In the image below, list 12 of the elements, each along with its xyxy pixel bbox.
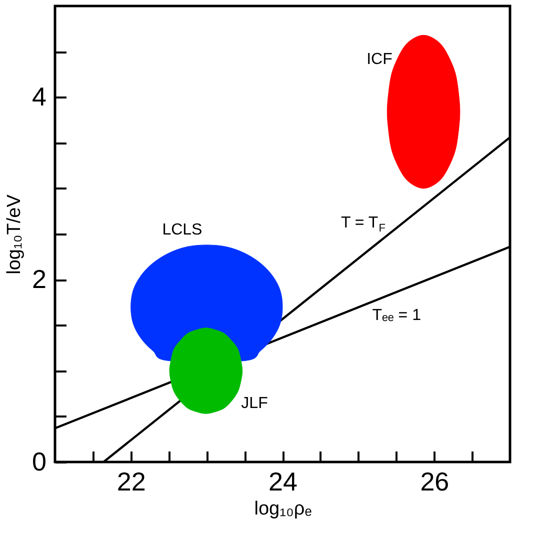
annotation: LCLS xyxy=(162,221,202,238)
y-tick-label: 2 xyxy=(32,264,46,294)
annotation: Tₑₑ = 1 xyxy=(372,306,422,324)
y-axis-title: log₁₀T/eV xyxy=(4,194,26,274)
y-tick-label: 0 xyxy=(32,446,46,476)
y-tick-label: 4 xyxy=(32,82,46,112)
x-tick-label: 22 xyxy=(116,466,146,496)
annotation: JLF xyxy=(241,394,268,412)
annotation: ICF xyxy=(366,50,393,68)
x-tick-label: 26 xyxy=(420,466,450,496)
x-axis-title: log₁₀ρₑ xyxy=(254,498,312,520)
x-tick-label: 24 xyxy=(268,466,298,496)
